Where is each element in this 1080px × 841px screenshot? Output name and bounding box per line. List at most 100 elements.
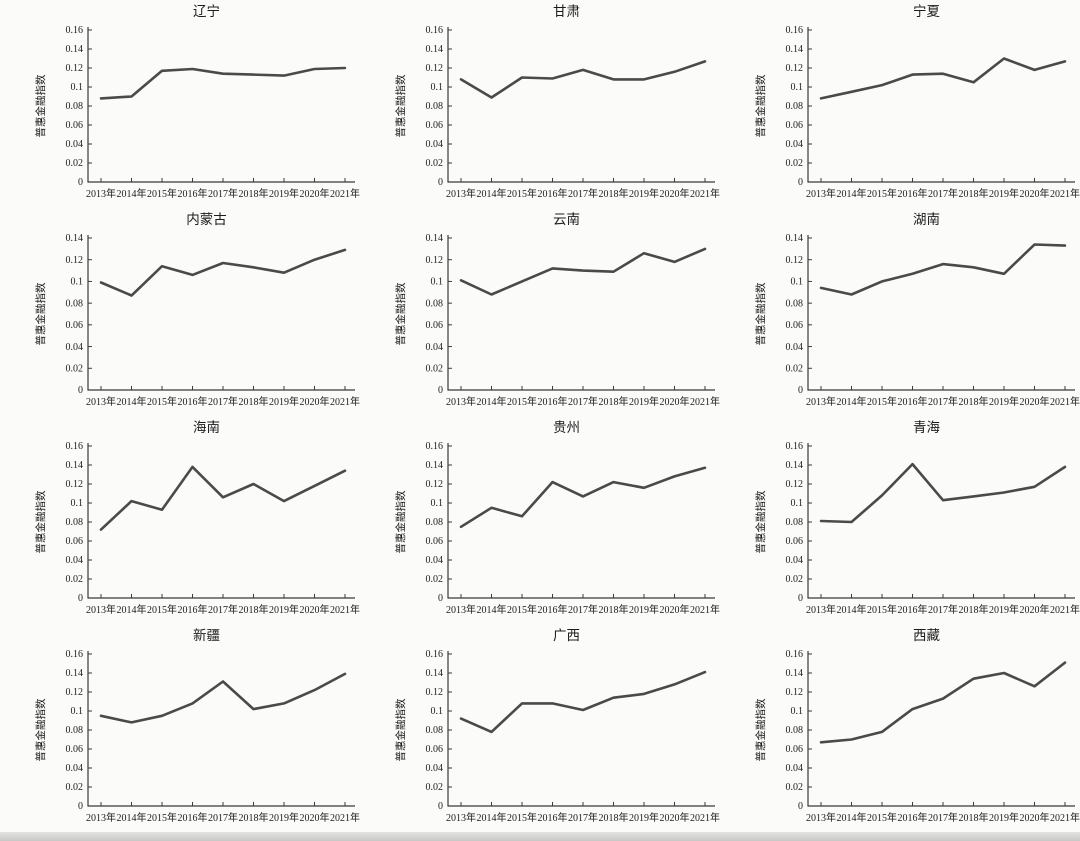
y-tick-label: 0.06 — [426, 536, 444, 547]
y-tick-label: 0.12 — [786, 479, 804, 490]
y-tick-label: 0.04 — [66, 139, 84, 150]
x-tick-label: 2020年 — [300, 395, 330, 408]
y-axis-label: 普惠金融指数 — [754, 74, 767, 137]
y-tick-label: 0.12 — [66, 687, 84, 698]
line-series — [819, 661, 1067, 744]
y-tick-label: 0.04 — [426, 139, 444, 150]
chart-title: 新疆 — [193, 628, 220, 643]
x-tick-label: 2015年 — [147, 603, 177, 616]
x-tick-label: 2018年 — [959, 395, 989, 408]
line-series — [819, 243, 1067, 296]
chart-title: 辽宁 — [193, 3, 220, 19]
axis-lines — [87, 443, 355, 599]
x-tick-label: 2017年 — [928, 603, 958, 616]
x-tick-label: 2013年 — [806, 811, 836, 824]
y-tick-label: 0.16 — [66, 649, 84, 660]
x-tick-label: 2020年 — [660, 395, 690, 408]
x-tick-label: 2015年 — [507, 187, 537, 200]
y-tick-label: 0.08 — [786, 517, 804, 528]
y-tick-label: 0.04 — [786, 139, 804, 150]
y-tick-label: 0.1 — [791, 498, 804, 509]
y-tick-label: 0.16 — [66, 25, 84, 36]
y-tick-label: 0.02 — [426, 574, 444, 585]
axis-lines — [447, 443, 715, 599]
axis-lines — [807, 27, 1075, 183]
x-tick-label: 2017年 — [208, 603, 238, 616]
x-tick-label: 2016年 — [538, 603, 568, 616]
x-tick-label: 2020年 — [1020, 811, 1050, 824]
y-tick-label: 0.06 — [66, 536, 84, 547]
x-tick-label: 2021年 — [1050, 811, 1080, 824]
y-tick-label: 0.12 — [426, 687, 444, 698]
axis-lines — [807, 235, 1075, 391]
chart-cell: 贵州 普惠金融指数 0 0.02 0.04 0.06 0.08 0.1 0.12 0.14 0.16… — [360, 416, 720, 624]
x-tick-label: 2015年 — [867, 811, 897, 824]
y-tick-label: 0.08 — [786, 101, 804, 112]
x-tick-label: 2013年 — [86, 811, 116, 824]
y-tick-label: 0.12 — [786, 255, 804, 266]
y-axis-label: 普惠金融指数 — [394, 490, 407, 553]
y-tick-label: 0.16 — [426, 441, 444, 452]
x-tick-label: 2017年 — [208, 811, 238, 824]
y-tick-label: 0.1 — [431, 82, 444, 93]
x-tick-label: 2016年 — [538, 395, 568, 408]
y-tick-label: 0 — [78, 801, 83, 812]
y-tick-label: 0 — [78, 385, 83, 396]
x-tick-label: 2021年 — [1050, 187, 1080, 200]
y-tick-label: 0.14 — [66, 460, 84, 471]
x-tick-label: 2017年 — [208, 395, 238, 408]
y-tick-label: 0.08 — [66, 298, 84, 309]
y-tick-label: 0.04 — [426, 555, 444, 566]
axis-lines — [447, 27, 715, 183]
line-series — [99, 465, 347, 531]
x-tick-label: 2019年 — [269, 395, 299, 408]
y-tick-label: 0 — [438, 801, 443, 812]
x-tick-label: 2016年 — [178, 395, 208, 408]
y-tick-label: 0.14 — [786, 460, 804, 471]
y-tick-label: 0.02 — [786, 574, 804, 585]
chart-title: 云南 — [553, 212, 580, 227]
axis-lines — [807, 651, 1075, 807]
y-tick-label: 0.08 — [66, 517, 84, 528]
y-tick-label: 0.02 — [786, 158, 804, 169]
y-tick-label: 0.14 — [786, 44, 804, 55]
y-tick-label: 0.14 — [426, 233, 444, 244]
chart-title: 西藏 — [913, 628, 941, 643]
y-tick-label: 0.04 — [786, 763, 804, 774]
chart-cell: 西藏 普惠金融指数 0 0.02 0.04 0.06 0.08 0.1 0.12 0.14 0.16… — [720, 624, 1080, 832]
x-tick-label: 2014年 — [117, 603, 147, 616]
x-tick-label: 2020年 — [300, 187, 330, 200]
y-tick-label: 0.1 — [71, 498, 84, 509]
y-tick-label: 0.14 — [426, 460, 444, 471]
y-tick-label: 0 — [798, 385, 803, 396]
y-tick-label: 0.08 — [786, 725, 804, 736]
x-tick-label: 2014年 — [117, 187, 147, 200]
y-axis-label: 普惠金融指数 — [394, 74, 407, 137]
x-tick-label: 2013年 — [806, 603, 836, 616]
line-series — [99, 672, 347, 724]
axis-lines — [447, 235, 715, 391]
chart-cell: 宁夏 普惠金融指数 0 0.02 0.04 0.06 0.08 0.1 0.12 0.14 0.16… — [720, 0, 1080, 208]
y-tick-label: 0.04 — [66, 763, 84, 774]
x-tick-label: 2021年 — [1050, 603, 1080, 616]
y-tick-label: 0.02 — [426, 782, 444, 793]
x-tick-label: 2014年 — [837, 395, 867, 408]
x-tick-label: 2018年 — [599, 811, 629, 824]
x-tick-label: 2013年 — [86, 603, 116, 616]
y-tick-label: 0.14 — [66, 233, 84, 244]
y-tick-label: 0.04 — [426, 342, 444, 353]
x-tick-label: 2021年 — [690, 395, 720, 408]
chart-cell: 新疆 普惠金融指数 0 0.02 0.04 0.06 0.08 0.1 0.12 0.14 0.16… — [0, 624, 360, 832]
y-tick-label: 0.08 — [426, 298, 444, 309]
x-tick-label: 2016年 — [538, 811, 568, 824]
y-tick-label: 0.1 — [71, 706, 84, 717]
y-tick-label: 0.14 — [426, 668, 444, 679]
line-series — [819, 462, 1067, 524]
chart-title: 湖南 — [913, 212, 940, 227]
